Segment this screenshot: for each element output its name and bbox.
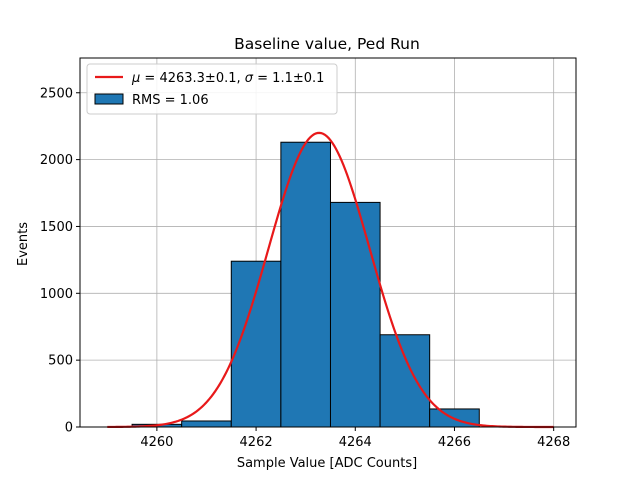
histogram-bar bbox=[379, 334, 431, 428]
axes-frame bbox=[79, 57, 577, 428]
legend-mu-value: = 4263.3±0.1, bbox=[140, 71, 244, 86]
legend: μ = 4263.3±0.1, σ = 1.1±0.1 RMS = 1.06 bbox=[86, 63, 338, 115]
legend-histogram-label: RMS = 1.06 bbox=[132, 93, 209, 108]
legend-mu-symbol: μ bbox=[131, 71, 140, 86]
x-tick-label: 4262 bbox=[240, 435, 273, 450]
histogram-bars bbox=[131, 141, 480, 428]
y-tick-label: 500 bbox=[48, 354, 73, 369]
x-tick-label: 4264 bbox=[339, 435, 372, 450]
y-tick-label: 2000 bbox=[40, 153, 73, 168]
legend-sigma-value: = 1.1±0.1 bbox=[253, 71, 324, 86]
y-axis-title: Events bbox=[16, 222, 31, 266]
legend-histogram-swatch bbox=[94, 93, 124, 105]
y-tick-label: 1000 bbox=[40, 287, 73, 302]
x-axis-title: Sample Value [ADC Counts] bbox=[237, 456, 417, 471]
chart-title: Baseline value, Ped Run bbox=[234, 35, 420, 53]
x-tick-label: 4268 bbox=[537, 435, 570, 450]
histogram-bar bbox=[280, 141, 331, 428]
histogram-bar bbox=[329, 201, 381, 428]
gaussian-fit-curve bbox=[107, 131, 554, 429]
y-tick-label: 1500 bbox=[40, 220, 73, 235]
x-tick-label: 4266 bbox=[438, 435, 471, 450]
axis-ticks: 4260 4262 4264 4266 4268 0 500 1000 1500 2000 2500 bbox=[40, 86, 570, 450]
y-tick-label: 0 bbox=[65, 421, 73, 436]
legend-box bbox=[86, 63, 338, 115]
legend-fit-label: μ = 4263.3±0.1, σ = 1.1±0.1 bbox=[131, 71, 324, 86]
y-tick-label: 2500 bbox=[40, 86, 73, 101]
histogram-bar bbox=[181, 420, 232, 428]
legend-sigma-symbol: σ bbox=[245, 71, 254, 86]
x-tick-label: 4260 bbox=[140, 435, 173, 450]
